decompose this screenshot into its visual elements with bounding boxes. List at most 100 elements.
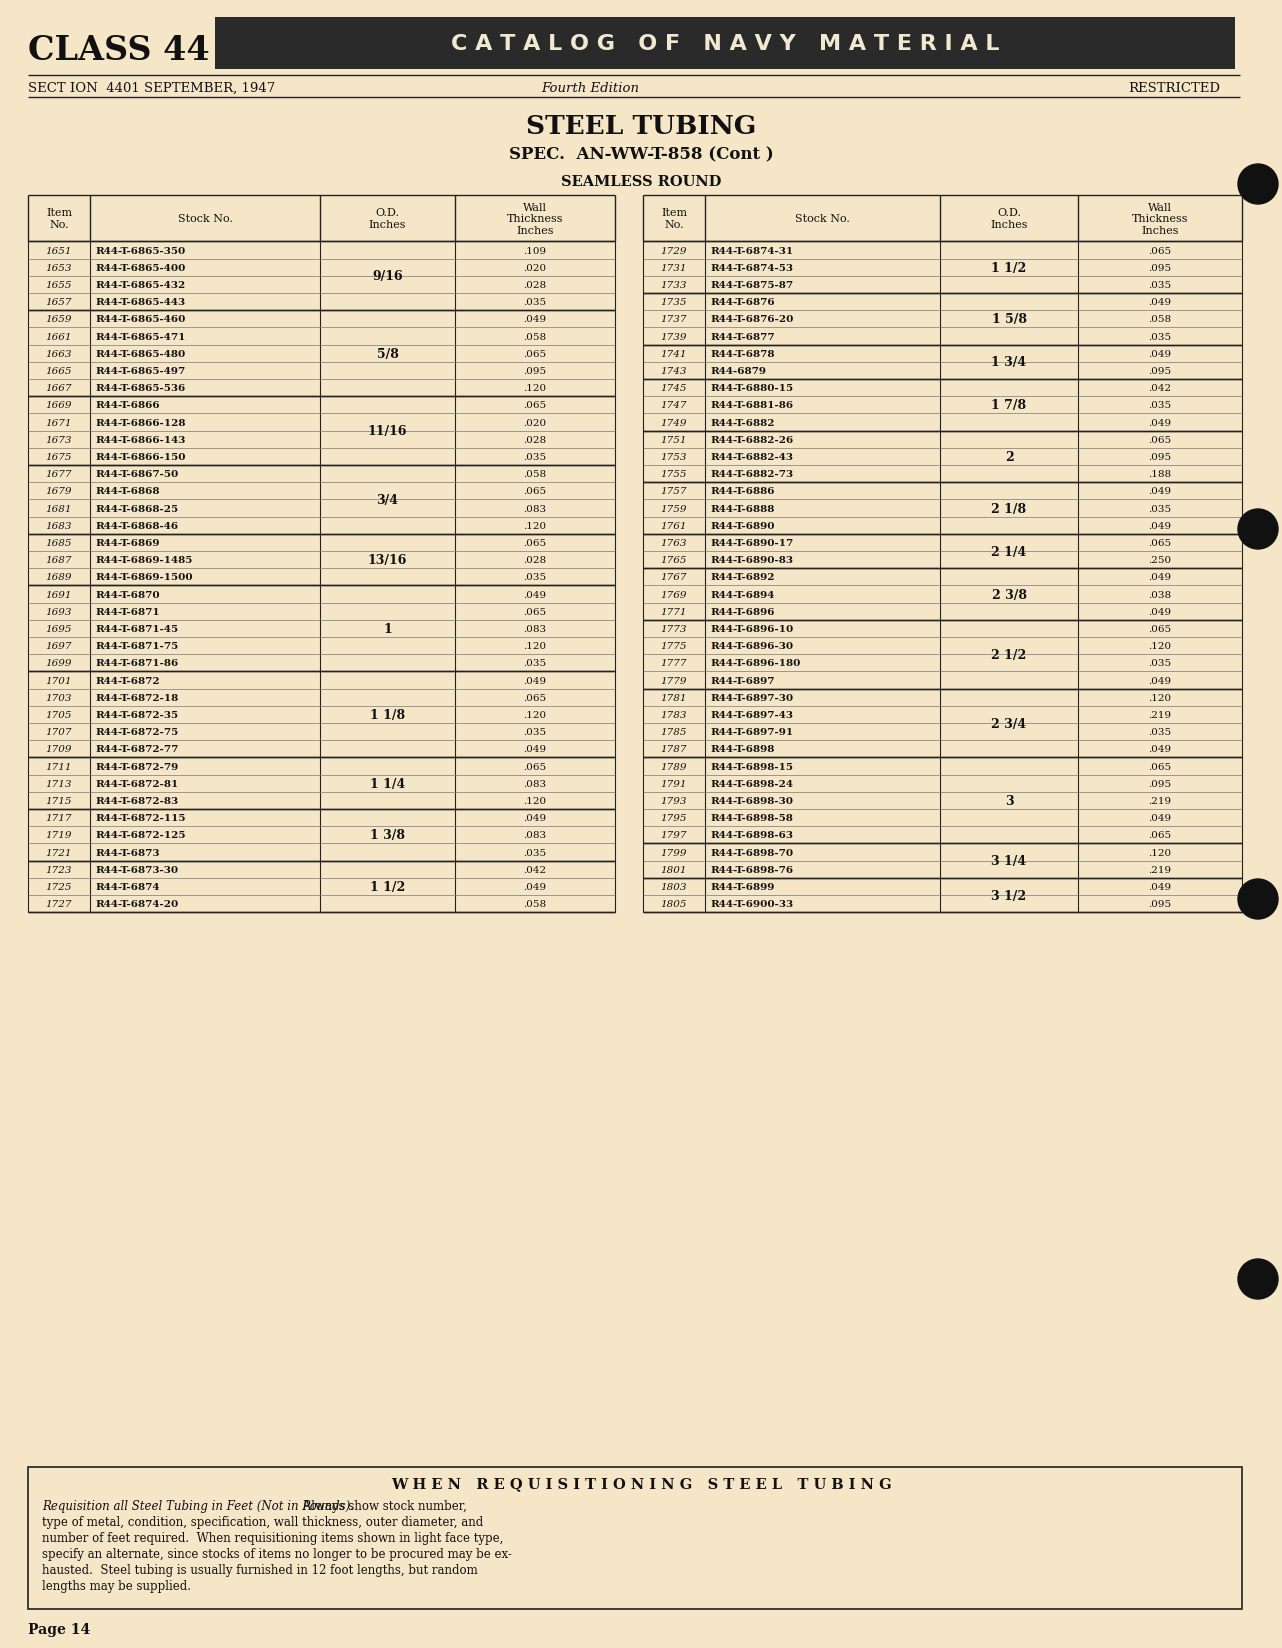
Text: 1769: 1769	[660, 590, 687, 600]
Text: R44-T-6872-18: R44-T-6872-18	[95, 694, 178, 702]
Text: .042: .042	[523, 865, 546, 873]
Text: .065: .065	[1149, 625, 1172, 633]
Text: .035: .035	[1149, 728, 1172, 737]
Text: R44-T-6881-86: R44-T-6881-86	[710, 400, 794, 410]
Text: 1751: 1751	[660, 435, 687, 445]
Text: Item
No.: Item No.	[662, 208, 687, 229]
Text: R44-T-6898: R44-T-6898	[710, 745, 774, 753]
Text: R44-T-6865-536: R44-T-6865-536	[95, 384, 186, 392]
Text: R44-T-6888: R44-T-6888	[710, 504, 774, 513]
Text: .083: .083	[523, 504, 546, 513]
Text: 1689: 1689	[46, 574, 72, 582]
Text: R44-T-6865-350: R44-T-6865-350	[95, 247, 186, 255]
Text: R44-T-6866-143: R44-T-6866-143	[95, 435, 186, 445]
Text: .049: .049	[1149, 349, 1172, 359]
Text: 3/4: 3/4	[377, 494, 399, 506]
Text: Stock No.: Stock No.	[795, 214, 850, 224]
Text: R44-T-6872-77: R44-T-6872-77	[95, 745, 178, 753]
Text: .095: .095	[1149, 368, 1172, 376]
Text: specify an alternate, since stocks of items no longer to be procured may be ex-: specify an alternate, since stocks of it…	[42, 1547, 512, 1561]
Text: .109: .109	[523, 247, 546, 255]
Text: 1795: 1795	[660, 814, 687, 822]
Text: .120: .120	[1149, 641, 1172, 651]
Bar	[28, 1467, 1242, 1608]
Text: 1789: 1789	[660, 761, 687, 771]
Text: 1735: 1735	[660, 298, 687, 307]
Text: .095: .095	[1149, 900, 1172, 908]
Text: R44-T-6896-180: R44-T-6896-180	[710, 659, 800, 667]
Text: R44-T-6882-26: R44-T-6882-26	[710, 435, 794, 445]
Text: 1707: 1707	[46, 728, 72, 737]
Text: .250: .250	[1149, 555, 1172, 565]
Text: 1793: 1793	[660, 796, 687, 806]
Text: 9/16: 9/16	[372, 270, 403, 283]
Text: 1787: 1787	[660, 745, 687, 753]
Text: 2 3/8: 2 3/8	[991, 588, 1027, 602]
Text: 5/8: 5/8	[377, 348, 399, 361]
Text: RESTRICTED: RESTRICTED	[1128, 81, 1220, 94]
Text: 1743: 1743	[660, 368, 687, 376]
Text: R44-T-6882: R44-T-6882	[710, 419, 774, 427]
Text: 1759: 1759	[660, 504, 687, 513]
Text: R44-T-6896-10: R44-T-6896-10	[710, 625, 794, 633]
Text: hausted.  Steel tubing is usually furnished in 12 foot lengths, but random: hausted. Steel tubing is usually furnish…	[42, 1562, 478, 1575]
Text: R44-T-6876: R44-T-6876	[710, 298, 774, 307]
Text: R44-T-6871-45: R44-T-6871-45	[95, 625, 178, 633]
Text: 1799: 1799	[660, 849, 687, 857]
Text: 1: 1	[383, 623, 392, 636]
Text: .049: .049	[523, 676, 546, 686]
Text: .049: .049	[1149, 298, 1172, 307]
Text: 2 1/2: 2 1/2	[991, 648, 1027, 661]
Text: R44-T-6876-20: R44-T-6876-20	[710, 315, 794, 325]
Text: 1805: 1805	[660, 900, 687, 908]
Text: 1661: 1661	[46, 333, 72, 341]
Text: 1669: 1669	[46, 400, 72, 410]
Text: 1741: 1741	[660, 349, 687, 359]
Text: 1717: 1717	[46, 814, 72, 822]
Text: Requisition all Steel Tubing in Feet (Not in Pounds).: Requisition all Steel Tubing in Feet (No…	[42, 1500, 354, 1513]
Text: .049: .049	[523, 315, 546, 325]
Text: R44-T-6897: R44-T-6897	[710, 676, 774, 686]
Text: 1705: 1705	[46, 710, 72, 720]
Text: .035: .035	[1149, 333, 1172, 341]
Text: Always show stock number,: Always show stock number,	[299, 1500, 467, 1513]
Text: R44-T-6872: R44-T-6872	[95, 676, 160, 686]
Text: R44-T-6869-1500: R44-T-6869-1500	[95, 574, 192, 582]
Text: 1671: 1671	[46, 419, 72, 427]
Text: .020: .020	[523, 264, 546, 272]
Text: .095: .095	[1149, 264, 1172, 272]
Text: R44-T-6872-75: R44-T-6872-75	[95, 728, 178, 737]
Text: .065: .065	[523, 694, 546, 702]
Text: R44-T-6869: R44-T-6869	[95, 539, 159, 547]
Text: .035: .035	[523, 298, 546, 307]
Text: R44-T-6898-24: R44-T-6898-24	[710, 780, 794, 788]
Text: C A T A L O G   O F   N A V Y   M A T E R I A L: C A T A L O G O F N A V Y M A T E R I A …	[451, 35, 999, 54]
Text: Item
No.: Item No.	[46, 208, 72, 229]
Text: 1711: 1711	[46, 761, 72, 771]
Text: 1721: 1721	[46, 849, 72, 857]
Text: .095: .095	[1149, 453, 1172, 461]
Text: .049: .049	[1149, 882, 1172, 892]
Text: 1 3/4: 1 3/4	[991, 356, 1027, 369]
Text: 1775: 1775	[660, 641, 687, 651]
Text: R44-T-6899: R44-T-6899	[710, 882, 774, 892]
Text: R44-T-6865-497: R44-T-6865-497	[95, 368, 186, 376]
Text: .049: .049	[523, 882, 546, 892]
Text: R44-T-6892: R44-T-6892	[710, 574, 774, 582]
Text: .049: .049	[1149, 488, 1172, 496]
Text: .065: .065	[523, 539, 546, 547]
Text: 1719: 1719	[46, 831, 72, 840]
Text: 2 3/4: 2 3/4	[991, 717, 1027, 730]
Text: .058: .058	[523, 333, 546, 341]
Text: 1749: 1749	[660, 419, 687, 427]
Text: Fourth Edition: Fourth Edition	[541, 81, 638, 94]
Text: .120: .120	[523, 796, 546, 806]
Text: R44-T-6890-17: R44-T-6890-17	[710, 539, 794, 547]
Text: 1767: 1767	[660, 574, 687, 582]
Text: R44-T-6898-15: R44-T-6898-15	[710, 761, 794, 771]
Text: 1731: 1731	[660, 264, 687, 272]
Text: .049: .049	[523, 814, 546, 822]
Text: R44-T-6866-128: R44-T-6866-128	[95, 419, 186, 427]
Text: R44-T-6865-460: R44-T-6865-460	[95, 315, 186, 325]
Text: 1683: 1683	[46, 521, 72, 531]
